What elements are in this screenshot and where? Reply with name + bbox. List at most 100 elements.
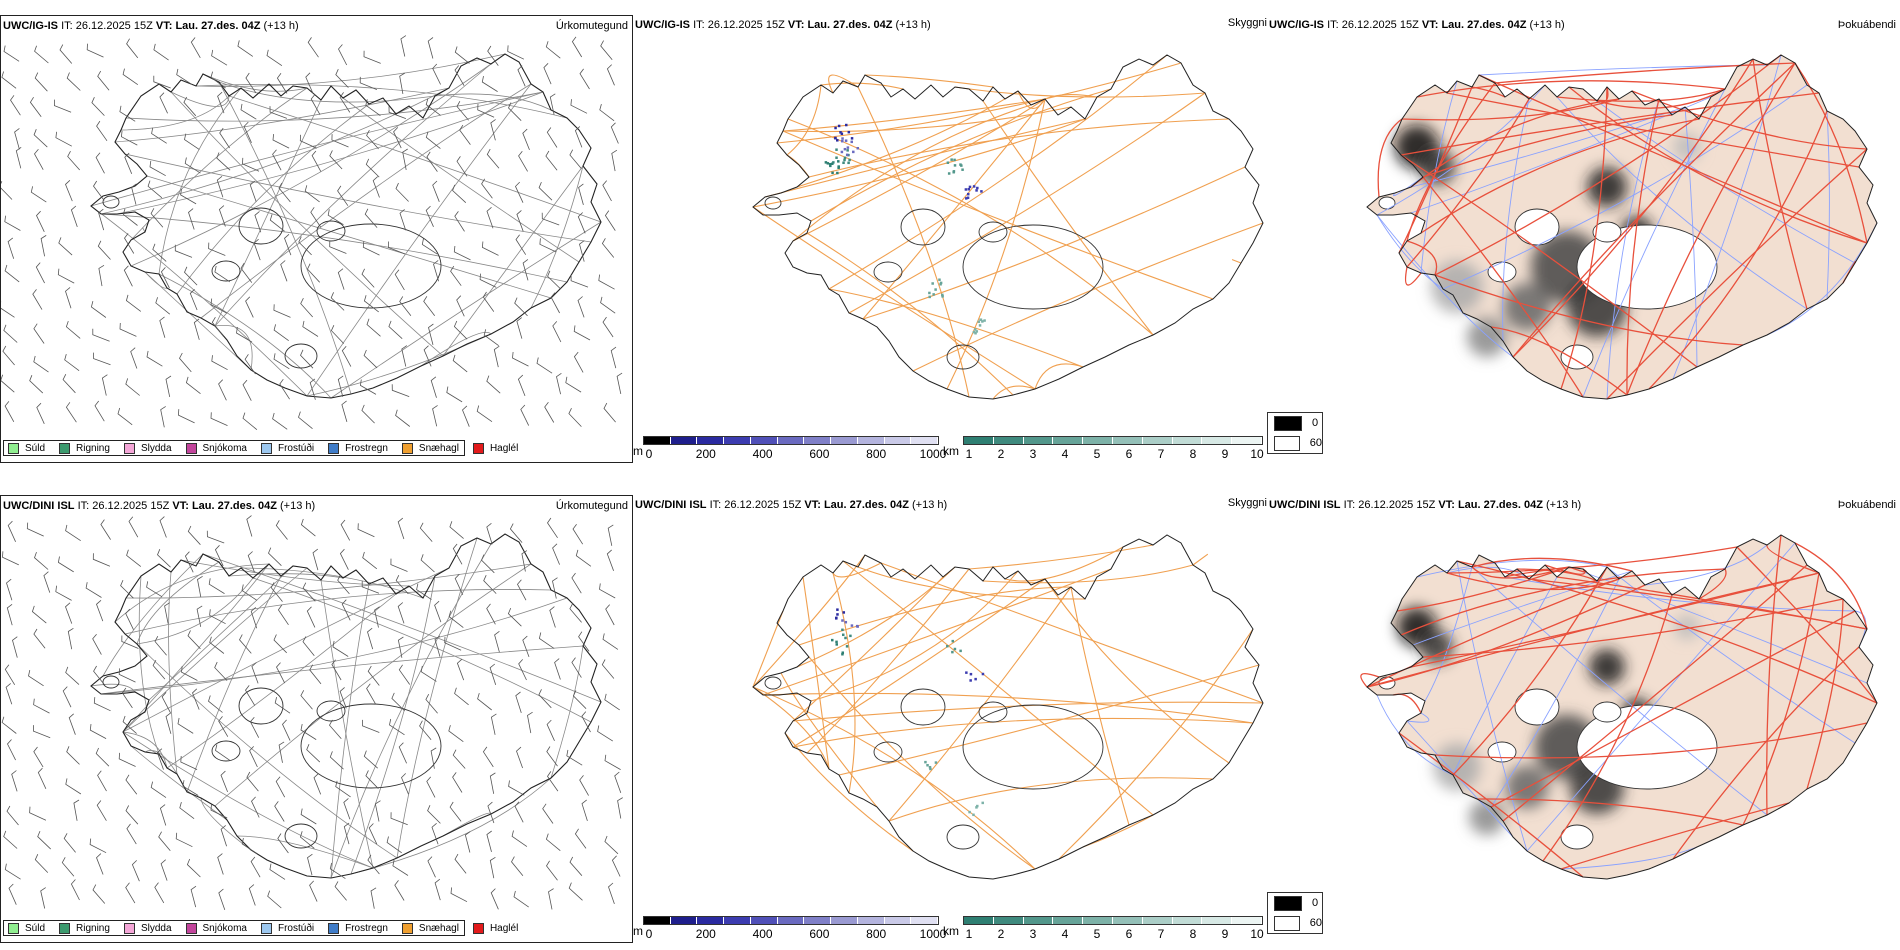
road-line (1424, 566, 1473, 702)
colorbar-segment (857, 917, 885, 924)
wind-barb (125, 882, 136, 904)
wind-barb (187, 630, 201, 650)
vt-value: Lau. 27.des. 04Z (175, 20, 261, 32)
wind-barb (544, 402, 555, 423)
colorbar-tick: 9 (1221, 927, 1229, 941)
wind-barb (486, 206, 494, 229)
road-line (1560, 846, 1698, 870)
colorbar-segment (750, 917, 778, 924)
visibility-cell (847, 161, 850, 165)
wind-barb (427, 37, 434, 59)
colorbar-tick: 1 (965, 447, 973, 461)
cloudbase-colorbar: m 0 200 400 600 800 1000 (633, 916, 946, 942)
road-line (100, 597, 568, 695)
wind-barb (93, 180, 105, 201)
wind-barb (4, 401, 15, 422)
visibility-cell (964, 188, 968, 191)
road-line (90, 205, 308, 397)
road-line (1377, 118, 1403, 198)
road-line (1560, 802, 1790, 870)
it-label: IT: (709, 499, 722, 511)
road-line (888, 777, 1214, 822)
road-line (1416, 80, 1726, 98)
legend-item: Haglél (472, 922, 518, 934)
wind-barb (397, 636, 404, 658)
wind-barb (7, 739, 16, 761)
glacier-outline (1592, 701, 1622, 723)
wind-barb (571, 657, 582, 678)
wind-barb (37, 830, 51, 850)
road-line (1410, 96, 1712, 214)
road-line (1476, 798, 1744, 826)
wind-barb (395, 182, 409, 202)
wind-barb (218, 716, 229, 737)
wind-barb (363, 750, 378, 769)
wind-barb (399, 72, 406, 94)
road-line (100, 87, 450, 215)
road-line (888, 586, 1072, 822)
visibility-cell (934, 761, 938, 764)
road-line (100, 645, 584, 695)
wind-barb (245, 296, 254, 318)
road-line (796, 566, 956, 668)
colorbar-tick: 7 (1157, 927, 1165, 941)
wind-barb (159, 92, 168, 114)
legend-label: Snæhagl (418, 442, 459, 454)
legend-item: Snæhagl (401, 922, 459, 934)
wind-barb (302, 320, 319, 337)
colorbar-tick: 400 (752, 927, 773, 941)
colorbar-tick: 1000 (919, 447, 947, 461)
colorbar-segment (1053, 917, 1084, 924)
visibility-cell (826, 162, 830, 165)
wind-barb (300, 690, 313, 710)
colorbar-segment (1053, 437, 1084, 444)
road-line (114, 87, 450, 143)
wind-barb (208, 578, 225, 594)
iceland-land (1367, 535, 1877, 879)
visibility-cell (847, 130, 851, 134)
road-line (1410, 572, 1820, 668)
wind-barb (8, 883, 17, 905)
glacier-outline (1592, 221, 1622, 243)
wind-barb (602, 316, 614, 338)
wind-barb (214, 266, 231, 283)
wind-barb (579, 240, 585, 262)
wind-barb (63, 833, 76, 853)
wind-barb (32, 725, 51, 739)
colorbar-segment (1142, 437, 1173, 444)
wind-barb (517, 579, 527, 601)
wind-barb (240, 262, 253, 283)
visibility-cell (844, 636, 847, 640)
vt-value: Lau. 27.des. 04Z (1457, 499, 1543, 511)
wind-barb (3, 45, 20, 62)
visibility-cell (951, 650, 954, 654)
legend-label: Snjókoma (202, 922, 247, 934)
wind-barb (307, 37, 319, 58)
wind-barb (65, 524, 81, 542)
road-line (1406, 720, 1514, 838)
wind-barb (188, 208, 195, 230)
wind-barb (40, 887, 46, 909)
visibility-cell (947, 172, 951, 175)
visibility-cell (847, 153, 850, 157)
road-line (1471, 86, 1506, 98)
wind-barb (210, 71, 226, 89)
wind-barb (153, 75, 171, 89)
road-line (764, 118, 1086, 198)
visibility-cell (980, 190, 983, 193)
glacier-outline (946, 824, 980, 850)
road-line (1672, 54, 1782, 380)
visibility-cell (841, 628, 844, 632)
legend-swatch (472, 922, 484, 934)
colorbar-tick: 1 (965, 927, 973, 941)
wind-barb (95, 152, 105, 174)
lead-time: (+13 h) (280, 500, 316, 512)
visibility-cell (983, 319, 986, 322)
wind-barb (357, 523, 375, 538)
road-line (122, 731, 168, 769)
visibility-cell (966, 196, 970, 200)
visibility-cell (836, 139, 839, 142)
road-line (1434, 722, 1868, 759)
wind-barb (428, 323, 434, 346)
wind-barb (573, 351, 584, 373)
